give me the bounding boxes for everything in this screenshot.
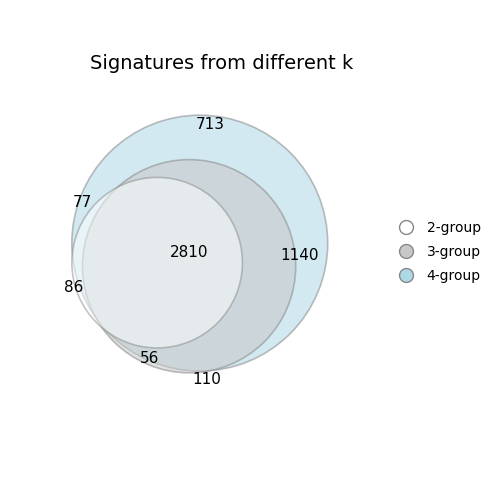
Text: 77: 77 [73, 195, 92, 210]
Text: 2810: 2810 [170, 244, 208, 260]
Text: 1140: 1140 [280, 248, 319, 263]
Text: 86: 86 [64, 280, 83, 295]
Text: 110: 110 [193, 372, 221, 388]
Text: 56: 56 [140, 351, 160, 366]
Circle shape [72, 177, 242, 348]
Title: Signatures from different k: Signatures from different k [90, 54, 354, 73]
Circle shape [72, 115, 328, 371]
Circle shape [83, 160, 296, 373]
Text: 713: 713 [196, 116, 225, 132]
Legend: 2-group, 3-group, 4-group: 2-group, 3-group, 4-group [386, 216, 486, 288]
